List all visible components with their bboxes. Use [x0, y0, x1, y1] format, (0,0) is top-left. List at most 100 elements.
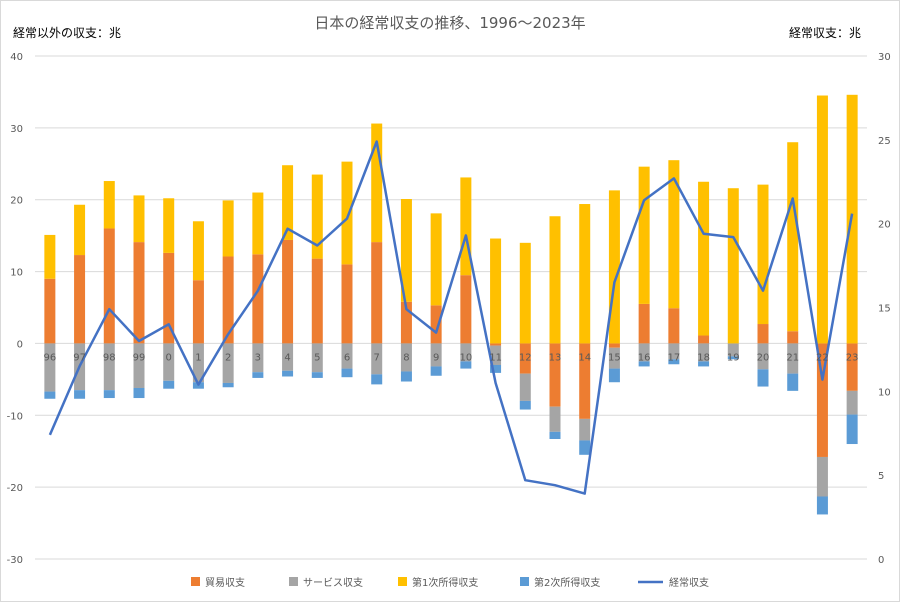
bar-segment-s0-1 [192, 280, 204, 344]
bar-segment-s3-9 [430, 366, 442, 376]
bar-segment-s2-9 [430, 213, 442, 306]
bar-segment-s2-7 [371, 123, 383, 243]
category-label: 8 [403, 352, 409, 363]
category-label-layer: 96 97 98 99 0 1 2 3 4 5 6 7 8 9 10 11 12 13 14 15 16 17 18 19 20… [43, 352, 858, 363]
bar-segment-s2-20 [757, 184, 769, 325]
bar-segment-s2-22 [816, 95, 828, 344]
bar-segment-s3-3 [252, 372, 264, 378]
bar-segment-s1-20 [757, 343, 769, 370]
current-account-line [48, 140, 854, 495]
bar-segment-s0-21 [787, 331, 799, 344]
bar-segment-s3-8 [400, 371, 412, 382]
left-tick-label: -20 [7, 483, 23, 494]
bar-segment-s3-96 [44, 391, 56, 399]
bar-segment-s3-99 [133, 387, 145, 399]
bar-segment-s0-5 [311, 258, 323, 344]
bar-segment-s3-5 [311, 372, 323, 378]
bar-segment-s1-23 [846, 390, 858, 415]
left-tick-label: 30 [10, 124, 23, 135]
right-axis-label: 経常収支：兆 [789, 26, 861, 40]
bar-segment-s2-99 [133, 195, 145, 243]
bar-segment-s2-3 [252, 192, 264, 255]
bar-segment-s2-97 [74, 204, 86, 256]
bar-segment-s1-99 [133, 343, 145, 388]
left-tick-label: 20 [10, 196, 23, 207]
right-tick-label: 15 [878, 304, 891, 315]
bar-segment-s3-2 [222, 382, 234, 388]
category-label: 14 [578, 352, 591, 363]
legend-swatch-secondary-income [520, 577, 529, 586]
bar-segment-s2-6 [341, 161, 353, 265]
bar-segment-s0-22 [816, 343, 828, 457]
right-tick-label: 10 [878, 387, 891, 398]
bar-segment-s1-98 [103, 343, 115, 391]
bar-segment-s2-17 [668, 160, 680, 309]
bar-segment-s2-14 [579, 204, 591, 344]
right-tick-label: 20 [878, 220, 891, 231]
category-label: 22 [816, 352, 829, 363]
bar-segment-s3-21 [787, 373, 799, 391]
bar-segment-s3-23 [846, 414, 858, 445]
bar-segment-s0-13 [549, 343, 561, 407]
legend-swatch-service [289, 577, 298, 586]
bar-segment-s1-22 [816, 456, 828, 497]
bar-segment-s0-3 [252, 254, 264, 344]
legend-label-secondary-income: 第2次所得収支 [534, 576, 600, 589]
legend-label-current-account: 経常収支 [669, 576, 709, 589]
bar-segment-s3-7 [371, 374, 383, 385]
bar-segment-s3-16 [638, 361, 650, 367]
category-label: 19 [727, 352, 740, 363]
bar-segment-s2-15 [608, 190, 620, 344]
bar-segment-s3-12 [519, 400, 531, 410]
bar-segment-s2-98 [103, 181, 115, 229]
bar-segment-s0-96 [44, 278, 56, 344]
bar-segment-s0-4 [282, 239, 294, 344]
category-label: 7 [374, 352, 380, 363]
category-label: 9 [433, 352, 439, 363]
bar-segment-s2-5 [311, 174, 323, 259]
bar-segment-s2-4 [282, 165, 294, 240]
bar-segment-s3-98 [103, 390, 115, 399]
bar-segment-s1-1 [192, 343, 204, 383]
bar-segment-s2-2 [222, 200, 234, 257]
bar-layer [44, 94, 858, 515]
bar-segment-s1-19 [727, 343, 739, 357]
bar-segment-s3-14 [579, 440, 591, 455]
category-label: 96 [43, 352, 56, 363]
category-label: 4 [284, 352, 290, 363]
bar-segment-s1-2 [222, 343, 234, 383]
bar-segment-s3-11 [490, 364, 502, 373]
category-label: 16 [638, 352, 651, 363]
category-label: 5 [314, 352, 320, 363]
bar-segment-s2-13 [549, 216, 561, 344]
category-label: 11 [489, 352, 502, 363]
category-label: 0 [166, 352, 172, 363]
category-label: 15 [608, 352, 621, 363]
legend: 貿易収支 サービス収支 第1次所得収支 第2次所得収支 経常収支 [191, 576, 709, 589]
bar-segment-s1-8 [400, 343, 412, 372]
category-label: 2 [225, 352, 231, 363]
bar-segment-s0-17 [668, 308, 680, 344]
bar-segment-s0-99 [133, 242, 145, 344]
category-label: 99 [133, 352, 146, 363]
right-tick-label: 30 [878, 52, 891, 63]
bar-segment-s3-10 [460, 361, 472, 369]
bar-segment-s0-12 [519, 343, 531, 374]
legend-label-service: サービス収支 [303, 577, 363, 589]
bar-segment-s1-13 [549, 406, 561, 432]
bar-segment-s1-4 [282, 343, 294, 371]
bar-segment-s0-0 [163, 252, 175, 344]
bar-segment-s3-6 [341, 368, 353, 378]
bar-segment-s2-11 [490, 238, 502, 344]
category-label: 20 [757, 352, 770, 363]
bar-segment-s1-6 [341, 343, 353, 369]
bar-segment-s0-11 [490, 343, 502, 346]
legend-swatch-trade [191, 577, 200, 586]
bar-segment-s1-16 [638, 343, 650, 362]
left-tick-label: -10 [7, 411, 23, 422]
category-label: 18 [697, 352, 710, 363]
right-tick-label: 25 [878, 136, 891, 147]
bar-segment-s1-17 [668, 343, 680, 360]
